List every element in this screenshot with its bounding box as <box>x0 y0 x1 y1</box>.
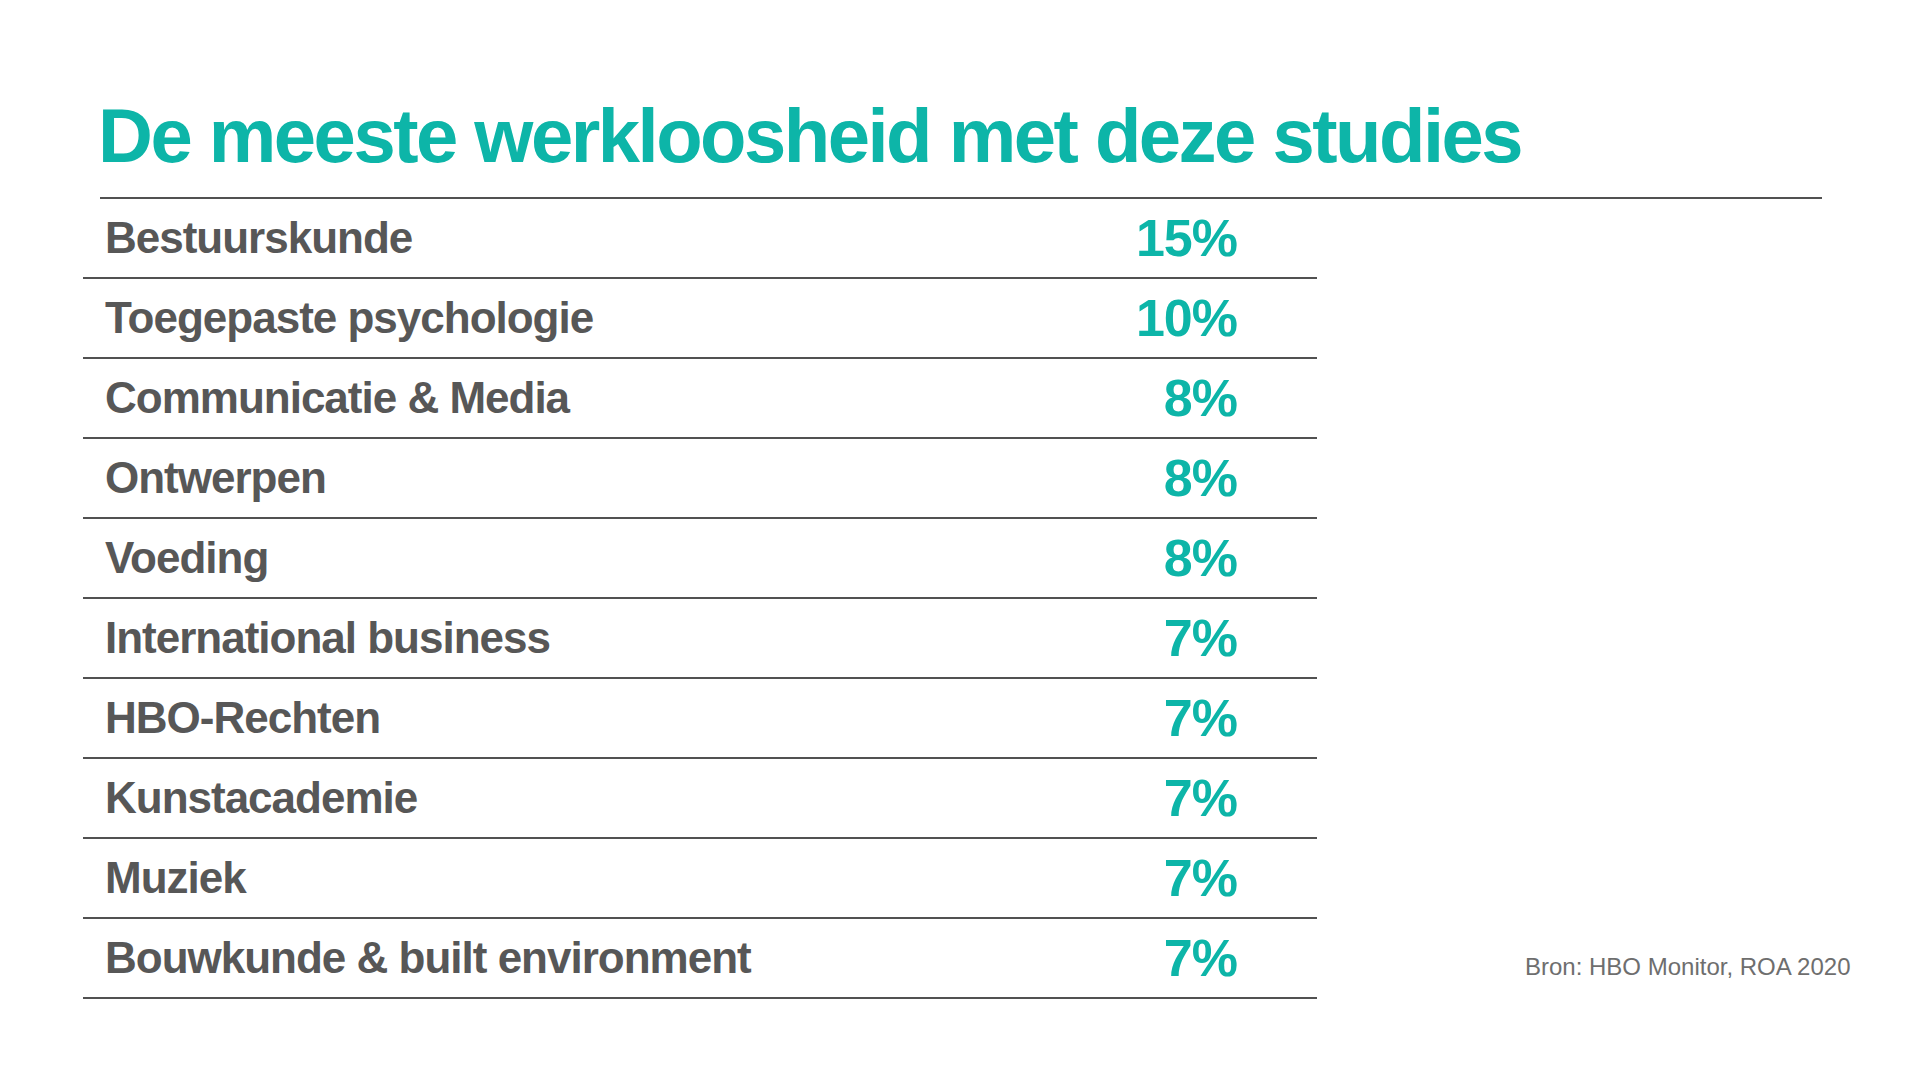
page-title: De meeste werkloosheid met deze studies <box>98 96 1521 176</box>
table-row: Toegepaste psychologie 10% <box>83 279 1317 359</box>
study-label: Kunstacademie <box>83 773 417 823</box>
studies-table: Bestuurskunde 15% Toegepaste psychologie… <box>83 199 1317 999</box>
table-row: Communicatie & Media 8% <box>83 359 1317 439</box>
unemployment-percentage: 8% <box>1164 528 1317 588</box>
unemployment-percentage: 7% <box>1164 848 1317 908</box>
table-row: Muziek 7% <box>83 839 1317 919</box>
unemployment-percentage: 8% <box>1164 368 1317 428</box>
study-label: International business <box>83 613 550 663</box>
table-row: HBO-Rechten 7% <box>83 679 1317 759</box>
table-row: International business 7% <box>83 599 1317 679</box>
study-label: Bouwkunde & built environment <box>83 933 751 983</box>
unemployment-percentage: 7% <box>1164 688 1317 748</box>
table-row: Bouwkunde & built environment 7% <box>83 919 1317 999</box>
study-label: Ontwerpen <box>83 453 326 503</box>
study-label: Communicatie & Media <box>83 373 569 423</box>
table-row: Ontwerpen 8% <box>83 439 1317 519</box>
source-attribution: Bron: HBO Monitor, ROA 2020 <box>1525 953 1851 981</box>
study-label: Bestuurskunde <box>83 213 412 263</box>
unemployment-percentage: 7% <box>1164 928 1317 988</box>
table-row: Voeding 8% <box>83 519 1317 599</box>
unemployment-percentage: 15% <box>1136 208 1317 268</box>
unemployment-percentage: 10% <box>1136 288 1317 348</box>
infographic-page: De meeste werkloosheid met deze studies … <box>0 0 1920 1080</box>
table-row: Kunstacademie 7% <box>83 759 1317 839</box>
study-label: Muziek <box>83 853 246 903</box>
study-label: Toegepaste psychologie <box>83 293 593 343</box>
unemployment-percentage: 7% <box>1164 608 1317 668</box>
unemployment-percentage: 7% <box>1164 768 1317 828</box>
study-label: Voeding <box>83 533 268 583</box>
table-row: Bestuurskunde 15% <box>83 199 1317 279</box>
unemployment-percentage: 8% <box>1164 448 1317 508</box>
study-label: HBO-Rechten <box>83 693 380 743</box>
